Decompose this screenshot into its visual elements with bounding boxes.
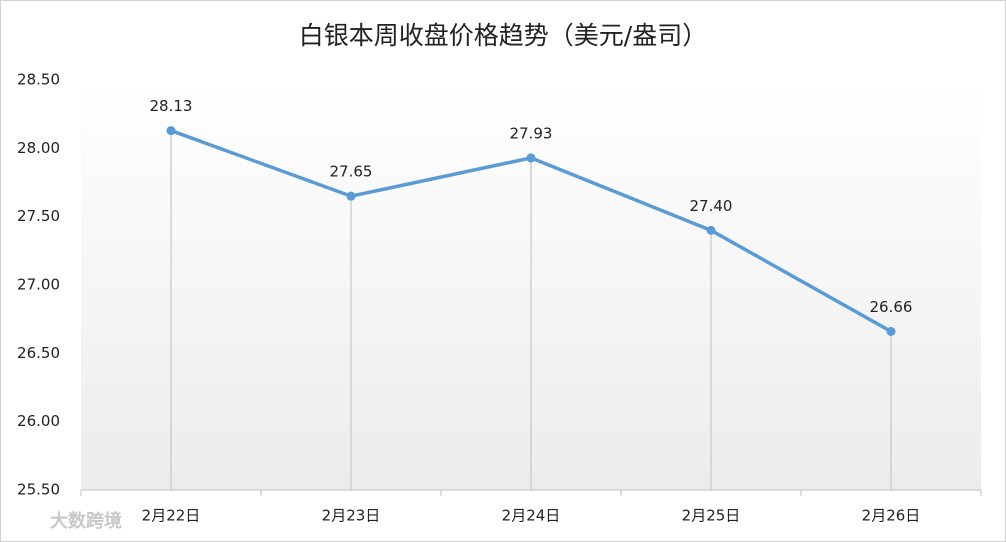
x-tick-label: 2月23日: [322, 507, 381, 525]
y-tick-label: 27.50: [17, 207, 60, 225]
data-label: 27.93: [510, 124, 553, 142]
data-label: 28.13: [150, 97, 193, 115]
y-tick-label: 27.00: [17, 276, 60, 294]
data-point: [346, 191, 356, 201]
data-label: 27.65: [330, 163, 373, 181]
x-tick-label: 2月25日: [682, 507, 741, 525]
data-label: 26.66: [870, 298, 913, 316]
data-label: 27.40: [690, 197, 733, 215]
x-tick-label: 2月24日: [502, 507, 561, 525]
y-tick-label: 26.50: [17, 344, 60, 362]
watermark: 大数跨境: [50, 510, 122, 532]
y-tick-label: 28.50: [17, 71, 60, 89]
chart-title: 白银本周收盘价格趋势（美元/盎司）: [299, 21, 707, 50]
data-point: [706, 225, 716, 235]
x-tick-label: 2月26日: [862, 507, 921, 525]
y-tick-label: 26.00: [17, 412, 60, 430]
x-tick-label: 2月22日: [142, 507, 201, 525]
y-tick-label: 28.00: [17, 139, 60, 157]
data-point: [166, 126, 176, 136]
y-tick-label: 25.50: [17, 481, 60, 499]
data-point: [526, 153, 536, 163]
data-point: [886, 326, 896, 336]
